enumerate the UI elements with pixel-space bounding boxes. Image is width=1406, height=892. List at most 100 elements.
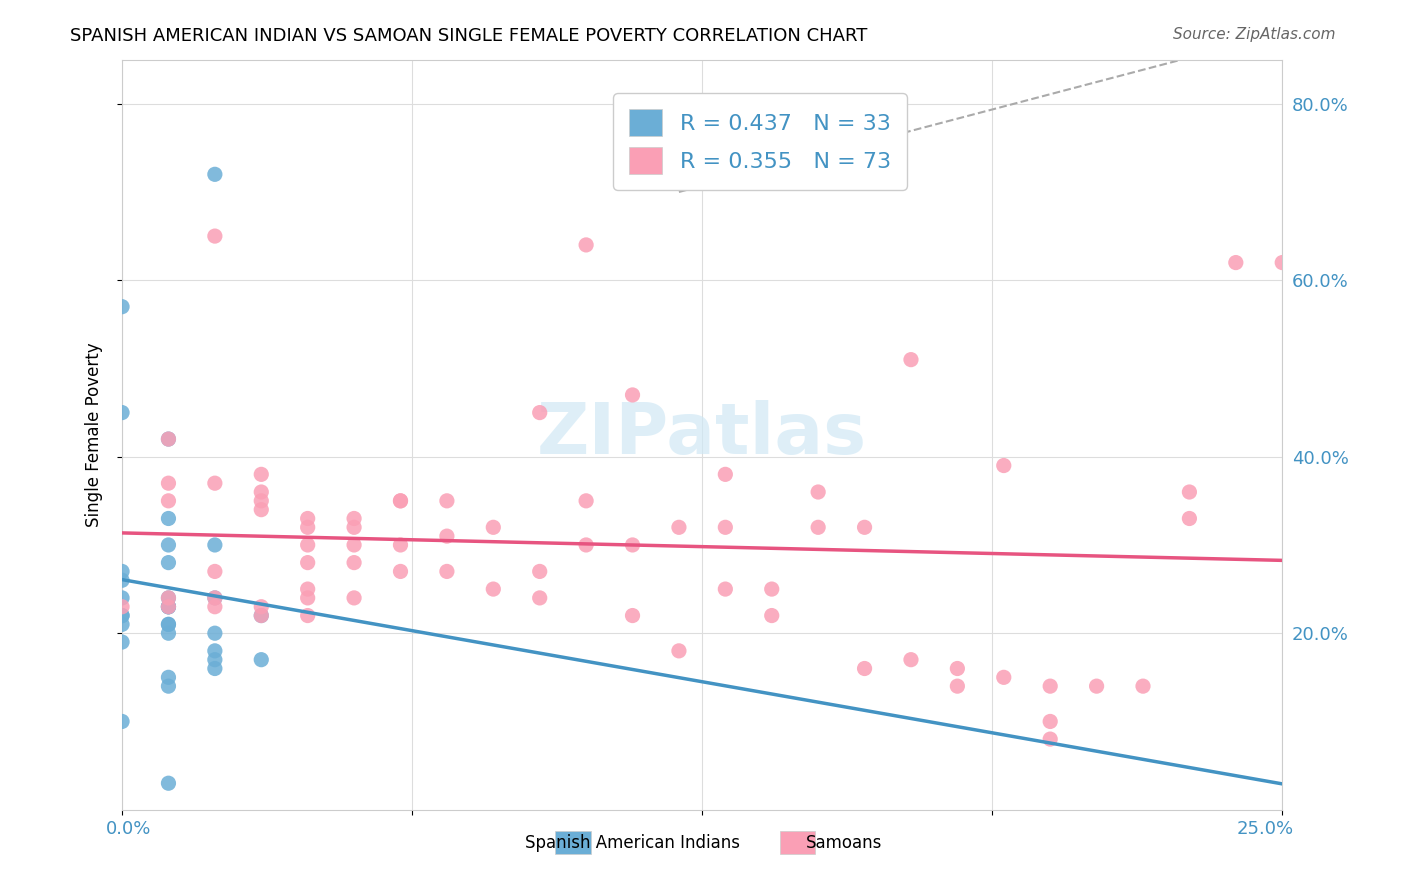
Point	[297, 608, 319, 623]
Point	[204, 661, 226, 675]
Point	[157, 670, 180, 684]
Point	[111, 608, 134, 623]
Point	[157, 476, 180, 491]
Point	[204, 626, 226, 640]
Point	[157, 538, 180, 552]
Point	[621, 388, 644, 402]
Text: SPANISH AMERICAN INDIAN VS SAMOAN SINGLE FEMALE POVERTY CORRELATION CHART: SPANISH AMERICAN INDIAN VS SAMOAN SINGLE…	[70, 27, 868, 45]
Point	[250, 608, 273, 623]
Point	[1085, 679, 1108, 693]
Point	[482, 582, 505, 596]
Text: 25.0%: 25.0%	[1236, 820, 1294, 838]
Point	[1178, 485, 1201, 500]
Point	[529, 591, 551, 605]
Point	[436, 493, 458, 508]
Point	[853, 520, 876, 534]
Point	[946, 661, 969, 675]
Point	[157, 591, 180, 605]
Point	[297, 538, 319, 552]
Point	[761, 608, 783, 623]
Point	[1039, 679, 1062, 693]
Point	[575, 538, 598, 552]
Point	[343, 520, 366, 534]
Point	[761, 582, 783, 596]
Point	[1132, 679, 1154, 693]
Point	[157, 617, 180, 632]
Point	[157, 679, 180, 693]
Point	[157, 599, 180, 614]
Point	[204, 167, 226, 181]
Point	[389, 493, 412, 508]
Point	[1225, 255, 1247, 269]
Point	[111, 565, 134, 579]
Point	[1039, 714, 1062, 729]
Point	[529, 406, 551, 420]
Point	[204, 591, 226, 605]
Point	[250, 485, 273, 500]
Point	[250, 467, 273, 482]
Point	[111, 599, 134, 614]
Point	[853, 661, 876, 675]
Point	[389, 565, 412, 579]
Point	[389, 538, 412, 552]
Point	[250, 608, 273, 623]
Point	[157, 617, 180, 632]
Point	[807, 520, 830, 534]
Point	[157, 591, 180, 605]
Point	[668, 644, 690, 658]
Point	[668, 520, 690, 534]
Text: Source: ZipAtlas.com: Source: ZipAtlas.com	[1173, 27, 1336, 42]
Point	[204, 538, 226, 552]
Point	[575, 238, 598, 252]
Point	[204, 653, 226, 667]
Point	[1178, 511, 1201, 525]
Point	[204, 476, 226, 491]
Text: 0.0%: 0.0%	[105, 820, 150, 838]
Point	[204, 644, 226, 658]
Point	[343, 511, 366, 525]
Point	[436, 529, 458, 543]
Point	[714, 582, 737, 596]
Point	[157, 599, 180, 614]
Point	[250, 502, 273, 516]
Point	[389, 493, 412, 508]
Point	[157, 556, 180, 570]
Point	[297, 582, 319, 596]
Point	[343, 556, 366, 570]
Point	[157, 432, 180, 446]
Point	[900, 653, 922, 667]
Point	[157, 493, 180, 508]
Point	[1271, 255, 1294, 269]
Point	[993, 670, 1015, 684]
Point	[343, 591, 366, 605]
Point	[157, 511, 180, 525]
Text: Samoans: Samoans	[806, 834, 882, 852]
Point	[343, 538, 366, 552]
Point	[621, 538, 644, 552]
Point	[714, 467, 737, 482]
Point	[993, 458, 1015, 473]
Point	[529, 565, 551, 579]
Text: ZIPatlas: ZIPatlas	[537, 401, 868, 469]
Point	[946, 679, 969, 693]
Y-axis label: Single Female Poverty: Single Female Poverty	[86, 343, 103, 527]
Point	[204, 591, 226, 605]
Point	[157, 432, 180, 446]
Point	[204, 599, 226, 614]
Point	[436, 565, 458, 579]
Point	[900, 352, 922, 367]
Point	[621, 608, 644, 623]
Point	[111, 714, 134, 729]
Point	[111, 591, 134, 605]
Text: Spanish American Indians: Spanish American Indians	[526, 834, 740, 852]
Point	[204, 229, 226, 244]
Point	[807, 485, 830, 500]
Point	[111, 300, 134, 314]
Point	[714, 520, 737, 534]
Point	[297, 556, 319, 570]
Point	[157, 599, 180, 614]
Point	[250, 493, 273, 508]
Point	[157, 599, 180, 614]
Point	[482, 520, 505, 534]
Point	[575, 493, 598, 508]
